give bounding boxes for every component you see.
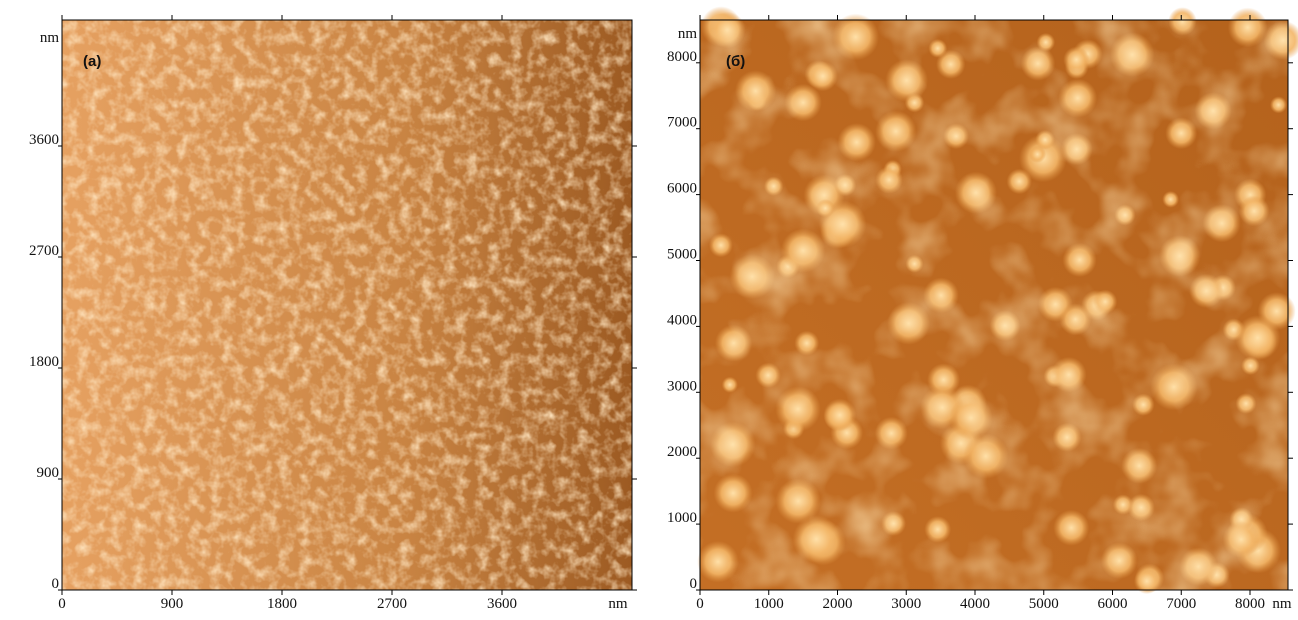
y-tick-label: 7000 [667,115,697,131]
x-tick-label: 3000 [891,596,921,612]
x-tick-label: 0 [58,596,66,612]
x-tick-label: 5000 [1029,596,1059,612]
y-tick-label: 900 [37,465,60,481]
x-unit: nm [1272,596,1292,612]
y-tick-label: 1000 [667,510,697,526]
panel-b: (б) [697,6,1298,595]
y-tick-label: 2000 [667,444,697,460]
x-tick-label: 3600 [487,596,517,612]
x-unit: nm [608,596,628,612]
y-tick-label: 0 [52,576,60,592]
y-tick-label: 2700 [29,243,59,259]
panel-a: (a) [61,19,633,591]
x-tick-label: 8000 [1235,596,1265,612]
panel-label: (a) [83,53,101,70]
y-tick-label: 3000 [667,378,697,394]
x-tick-label: 0 [696,596,704,612]
x-tick-label: 2700 [377,596,407,612]
y-tick-label: 0 [690,576,698,592]
panel-label: (б) [726,53,745,70]
afm-texture [700,20,1288,590]
image-border [699,19,1289,591]
y-tick-label: 1800 [29,354,59,370]
y-tick-label: 3600 [29,132,59,148]
y-unit: nm [40,30,60,46]
y-tick-label: 6000 [667,181,697,197]
y-tick-label: 5000 [667,247,697,263]
x-tick-label: 900 [161,596,184,612]
x-tick-label: 7000 [1166,596,1196,612]
x-tick-label: 1800 [267,596,297,612]
image-border [61,19,633,591]
y-tick-label: 4000 [667,312,697,328]
x-tick-label: 6000 [1098,596,1128,612]
y-unit: nm [678,26,698,42]
x-tick-label: 4000 [960,596,990,612]
afm-texture [62,20,632,590]
x-tick-label: 1000 [754,596,784,612]
y-tick-label: 8000 [667,49,697,65]
x-tick-label: 2000 [823,596,853,612]
